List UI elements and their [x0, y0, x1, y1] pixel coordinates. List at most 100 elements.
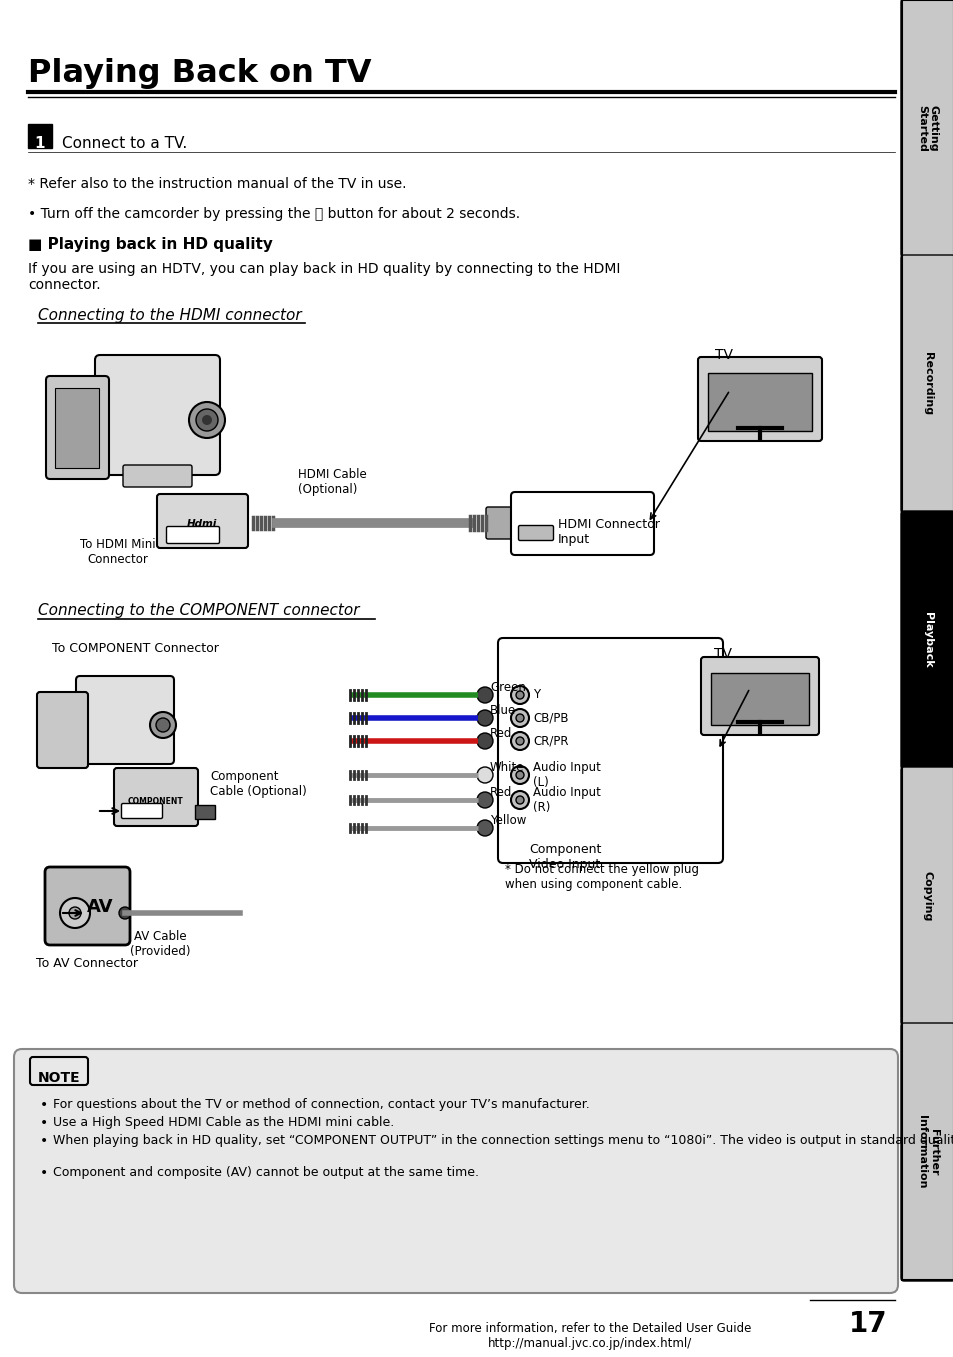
Text: COMPONENT: COMPONENT — [128, 798, 184, 806]
Circle shape — [476, 820, 493, 836]
Text: Audio Input
(R): Audio Input (R) — [533, 786, 600, 814]
Text: Getting
Started: Getting Started — [916, 104, 938, 152]
Text: 1: 1 — [34, 136, 45, 151]
FancyBboxPatch shape — [497, 638, 722, 863]
Bar — [55, 388, 99, 468]
Circle shape — [195, 408, 218, 432]
Text: 17: 17 — [848, 1310, 886, 1338]
Text: •: • — [40, 1134, 49, 1148]
Text: Blue: Blue — [490, 704, 516, 716]
FancyBboxPatch shape — [900, 767, 953, 1025]
Text: Connecting to the HDMI connector: Connecting to the HDMI connector — [38, 308, 301, 323]
Circle shape — [476, 767, 493, 783]
Circle shape — [511, 765, 529, 784]
FancyBboxPatch shape — [511, 493, 654, 555]
Circle shape — [476, 710, 493, 726]
Bar — [710, 673, 808, 725]
FancyBboxPatch shape — [900, 1023, 953, 1281]
Bar — [194, 805, 214, 820]
Text: Yellow: Yellow — [490, 814, 526, 826]
FancyBboxPatch shape — [76, 676, 173, 764]
Circle shape — [511, 791, 529, 809]
Text: NOTE: NOTE — [38, 1071, 80, 1086]
Circle shape — [476, 792, 493, 807]
Text: * Refer also to the instruction manual of the TV in use.: * Refer also to the instruction manual o… — [28, 176, 406, 191]
Circle shape — [511, 687, 529, 704]
Text: Red: Red — [490, 727, 512, 740]
Circle shape — [150, 712, 175, 738]
FancyBboxPatch shape — [900, 512, 953, 769]
Circle shape — [156, 718, 170, 731]
FancyBboxPatch shape — [123, 465, 192, 487]
Circle shape — [516, 771, 523, 779]
Text: HDMI Cable
(Optional): HDMI Cable (Optional) — [297, 468, 366, 497]
Circle shape — [476, 733, 493, 749]
Text: Red: Red — [490, 786, 512, 799]
Text: Connecting to the COMPONENT connector: Connecting to the COMPONENT connector — [38, 603, 359, 617]
FancyBboxPatch shape — [37, 692, 88, 768]
Circle shape — [516, 737, 523, 745]
Circle shape — [60, 898, 90, 928]
Circle shape — [119, 906, 131, 919]
Text: CR/PR: CR/PR — [533, 734, 568, 748]
Text: Playing Back on TV: Playing Back on TV — [28, 58, 371, 90]
Text: Green: Green — [490, 681, 525, 693]
FancyBboxPatch shape — [14, 1049, 897, 1293]
Text: Use a High Speed HDMI Cable as the HDMI mini cable.: Use a High Speed HDMI Cable as the HDMI … — [53, 1115, 394, 1129]
Circle shape — [516, 797, 523, 803]
Text: CB/PB: CB/PB — [533, 711, 568, 725]
Text: HDMI Connector
Input: HDMI Connector Input — [558, 518, 659, 546]
FancyBboxPatch shape — [900, 255, 953, 513]
Text: * Do not connect the yellow plug
when using component cable.: * Do not connect the yellow plug when us… — [504, 863, 699, 892]
Circle shape — [189, 402, 225, 438]
Bar — [707, 373, 811, 432]
FancyBboxPatch shape — [167, 527, 219, 544]
FancyBboxPatch shape — [900, 0, 953, 256]
Circle shape — [516, 691, 523, 699]
Text: To COMPONENT Connector: To COMPONENT Connector — [52, 642, 218, 655]
Text: Copying: Copying — [923, 871, 932, 921]
Text: Playback: Playback — [923, 612, 932, 668]
Circle shape — [476, 687, 493, 703]
FancyBboxPatch shape — [698, 357, 821, 441]
Text: To AV Connector: To AV Connector — [36, 957, 138, 970]
Text: TV: TV — [713, 647, 731, 661]
Text: To HDMI Mini
Connector: To HDMI Mini Connector — [80, 537, 155, 566]
Text: For more information, refer to the Detailed User Guide
http://manual.jvc.co.jp/i: For more information, refer to the Detai… — [428, 1322, 750, 1350]
Circle shape — [511, 708, 529, 727]
Text: When playing back in HD quality, set “COMPONENT OUTPUT” in the connection settin: When playing back in HD quality, set “CO… — [53, 1134, 953, 1147]
Text: Component
Video Input: Component Video Input — [528, 843, 600, 871]
Text: Recording: Recording — [923, 353, 932, 415]
Bar — [28, 123, 52, 148]
Text: • Turn off the camcorder by pressing the ⏻ button for about 2 seconds.: • Turn off the camcorder by pressing the… — [28, 208, 519, 221]
Text: •: • — [40, 1115, 49, 1130]
Circle shape — [511, 731, 529, 750]
Text: For questions about the TV or method of connection, contact your TV’s manufactur: For questions about the TV or method of … — [53, 1098, 589, 1111]
Text: AV Cable
(Provided): AV Cable (Provided) — [130, 930, 190, 958]
Text: White: White — [490, 761, 524, 773]
Circle shape — [202, 415, 212, 425]
Text: Component
Cable (Optional): Component Cable (Optional) — [210, 769, 307, 798]
FancyBboxPatch shape — [121, 803, 162, 818]
Text: Component and composite (AV) cannot be output at the same time.: Component and composite (AV) cannot be o… — [53, 1166, 478, 1179]
Text: TV: TV — [714, 347, 732, 362]
FancyBboxPatch shape — [30, 1057, 88, 1086]
FancyBboxPatch shape — [700, 657, 818, 735]
Text: Y: Y — [533, 688, 539, 702]
FancyBboxPatch shape — [157, 494, 248, 548]
Text: Further
Information: Further Information — [916, 1115, 938, 1189]
FancyBboxPatch shape — [45, 867, 130, 944]
FancyBboxPatch shape — [46, 376, 109, 479]
FancyBboxPatch shape — [485, 508, 519, 539]
Circle shape — [69, 906, 81, 919]
FancyBboxPatch shape — [95, 356, 220, 475]
Text: ■ Playing back in HD quality: ■ Playing back in HD quality — [28, 237, 273, 252]
Text: If you are using an HDTV, you can play back in HD quality by connecting to the H: If you are using an HDTV, you can play b… — [28, 262, 619, 292]
FancyBboxPatch shape — [113, 768, 198, 826]
Text: •: • — [40, 1098, 49, 1111]
Text: •: • — [40, 1166, 49, 1181]
Circle shape — [516, 714, 523, 722]
Text: AV: AV — [87, 898, 113, 916]
Text: Hdmi: Hdmi — [187, 518, 217, 529]
Text: Audio Input
(L): Audio Input (L) — [533, 761, 600, 788]
